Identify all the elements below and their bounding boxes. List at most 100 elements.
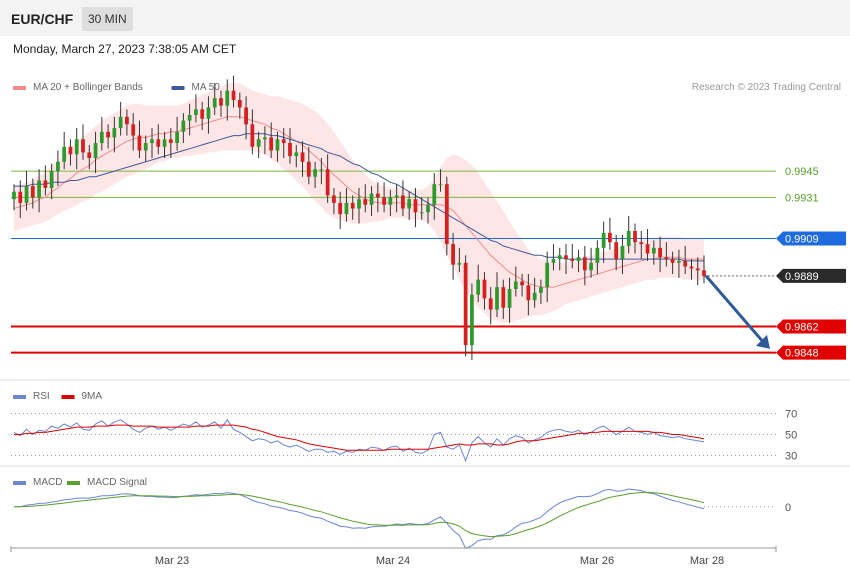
candle-body: [263, 137, 267, 140]
candle-body: [231, 90, 236, 100]
x-tick-label: Mar 24: [376, 555, 410, 567]
candle-body: [695, 268, 700, 271]
indicator-level-label: 70: [785, 409, 797, 421]
candle-body: [357, 199, 361, 209]
candle-body: [306, 161, 311, 177]
candle-body: [507, 289, 512, 308]
credit-text: Research © 2023 Trading Central: [692, 82, 841, 93]
candle-body: [250, 124, 255, 147]
chart-header: EUR/CHF 30 MIN: [0, 0, 850, 36]
level-label: 0.9848: [785, 348, 819, 360]
legend-label: MACD: [33, 477, 62, 488]
candle-body: [633, 231, 637, 243]
level-label: 0.9909: [785, 233, 819, 245]
candle-body: [608, 232, 612, 243]
candle-body: [670, 259, 675, 263]
candle-body: [93, 143, 98, 159]
level-label: 0.9862: [785, 321, 819, 333]
candle-body: [137, 135, 142, 151]
candle-body: [62, 146, 67, 162]
indicator-series-line: [14, 488, 705, 549]
candle-body: [237, 100, 242, 108]
candle-body: [683, 260, 688, 267]
candle-body: [363, 199, 368, 205]
indicator-series-line: [14, 491, 705, 538]
legend-swatch: [13, 481, 26, 485]
forecast-arrow-shaft: [704, 274, 766, 344]
candle-body: [601, 232, 606, 248]
candle-body: [300, 152, 305, 162]
candle-body: [470, 294, 474, 346]
level-tag: [776, 231, 846, 246]
price-panel: 0.9945 0.9931 0.9909 0.9889 0.9862 0.9848 Rese…: [11, 75, 846, 361]
timeframe-badge[interactable]: 30 MIN: [82, 7, 133, 31]
candle-body: [219, 98, 223, 106]
symbol-title: EUR/CHF: [11, 11, 74, 27]
candle-body: [43, 180, 48, 188]
candle-body: [118, 116, 123, 129]
candle-body: [639, 242, 644, 245]
candle-body: [375, 193, 380, 198]
candle-body: [407, 199, 412, 209]
candle-body: [526, 285, 531, 301]
level-label: 0.9889: [785, 271, 819, 283]
candle-body: [225, 90, 230, 106]
candle-body: [576, 257, 581, 261]
candle-body: [338, 202, 343, 215]
candle-body: [156, 139, 161, 147]
legend-label: 9MA: [82, 391, 103, 402]
legend-swatch: [171, 86, 185, 90]
candle-body: [106, 131, 110, 138]
candle-body: [168, 139, 173, 144]
candle-body: [49, 171, 54, 188]
candle-body: [570, 259, 575, 261]
candle-body: [582, 257, 587, 271]
candle-body: [689, 266, 694, 269]
candle-body: [350, 202, 355, 209]
ma50-line: [14, 133, 704, 262]
candle-body: [513, 281, 518, 290]
candle-body: [325, 169, 330, 196]
candle-body: [206, 107, 211, 119]
indicator-series-line: [13, 418, 705, 463]
chart-datetime: Monday, March 27, 2023 7:38:05 AM CET: [13, 42, 237, 56]
candle-body: [212, 98, 217, 108]
indicator-level-label: 30: [785, 451, 797, 463]
time-axis: Mar 23 Mar 24 Mar 26 Mar 28: [10, 546, 777, 567]
candle-body: [620, 245, 625, 260]
candle-body: [520, 281, 524, 286]
candle-body: [614, 242, 619, 260]
legend-swatch: [13, 395, 26, 399]
candle-body: [332, 195, 336, 203]
level-tag: [776, 345, 846, 360]
candle-body: [244, 107, 248, 125]
candle-body: [150, 139, 154, 144]
legend-swatch: [61, 395, 75, 399]
candle-body: [56, 161, 60, 172]
candle-body: [200, 109, 205, 119]
candle-body: [388, 197, 393, 205]
candle-body: [112, 128, 117, 138]
candle-body: [438, 184, 443, 186]
candle-body: [194, 109, 198, 115]
rsi-panel: 70 50 30: [11, 409, 797, 463]
macd-panel: 0: [14, 488, 791, 549]
legend-label: MACD Signal: [87, 477, 147, 488]
candle-body: [595, 247, 600, 263]
x-tick-label: Mar 26: [580, 555, 614, 567]
candle-body: [557, 255, 562, 260]
candle-body: [545, 262, 550, 288]
candle-body: [401, 195, 405, 209]
x-tick-label: Mar 23: [155, 555, 189, 567]
candle-body: [87, 152, 92, 159]
candle-body: [313, 169, 317, 177]
legend-label: MA 50: [192, 82, 221, 93]
candle-body: [495, 287, 499, 310]
candle-body: [30, 186, 35, 198]
level-tag: [776, 319, 846, 334]
candle-body: [413, 199, 418, 213]
candle-body: [626, 231, 631, 246]
candle-body: [551, 259, 556, 263]
forecast-arrow-head: [756, 334, 770, 349]
